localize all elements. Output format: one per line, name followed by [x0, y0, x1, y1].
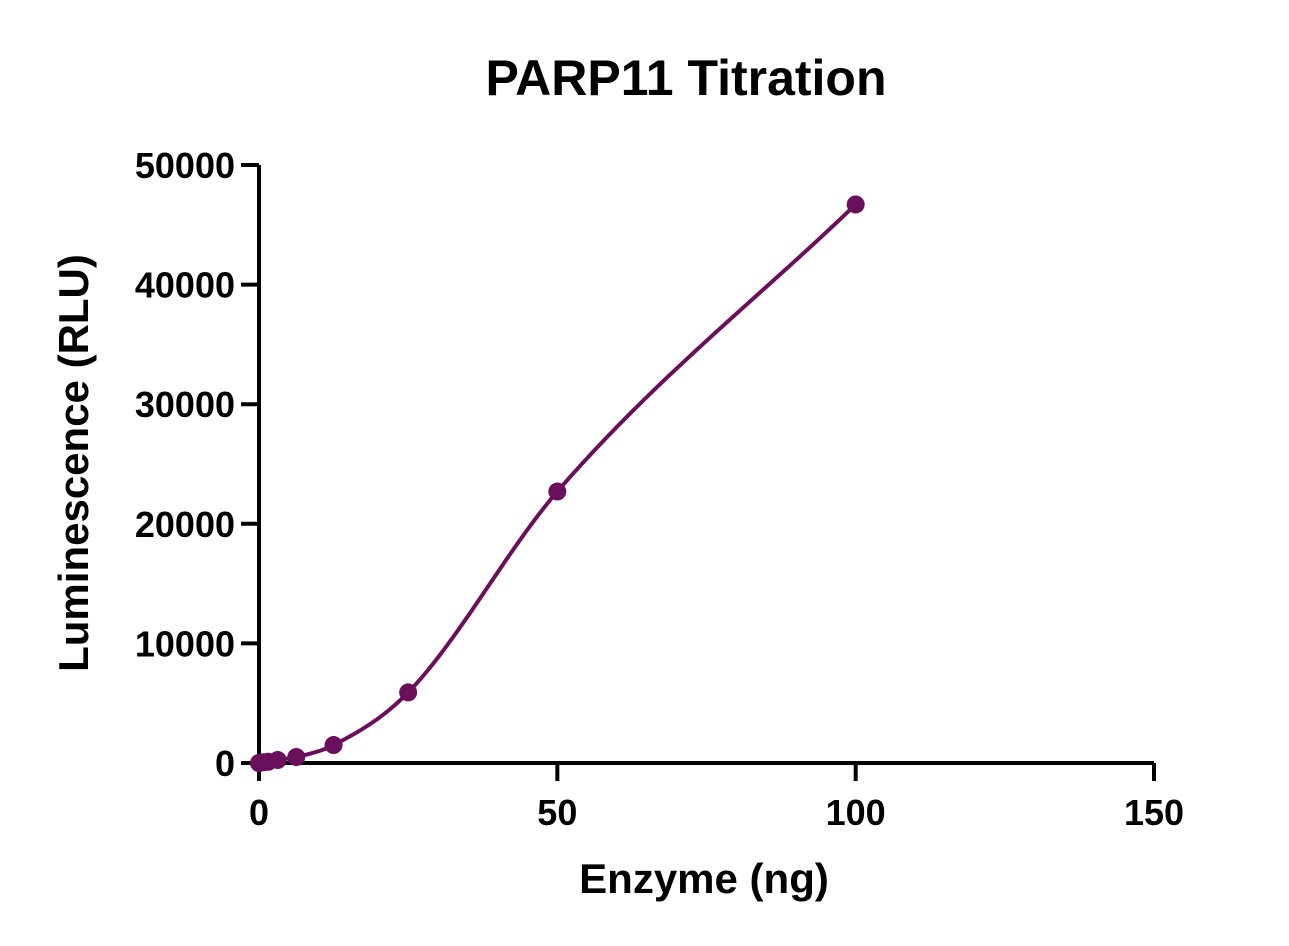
x-tick-label: 50: [537, 792, 577, 833]
y-tick-label: 20000: [135, 504, 235, 545]
x-axis-label: Enzyme (ng): [579, 855, 829, 902]
y-tick-label: 50000: [135, 145, 235, 186]
data-point: [268, 751, 287, 770]
y-axis-label: Luminescence (RLU): [50, 254, 97, 672]
data-point: [548, 482, 567, 501]
y-tick-label: 40000: [135, 265, 235, 306]
y-tick-label: 30000: [135, 384, 235, 425]
x-tick-label: 150: [1124, 792, 1184, 833]
axes: 0 10000 20000 30000 40000 50000 0 50 100 150: [135, 145, 1184, 833]
x-tick-label: 100: [826, 792, 886, 833]
chart-title: PARP11 Titration: [485, 50, 886, 106]
data-point: [287, 748, 306, 767]
data-point: [324, 736, 343, 755]
data-point: [846, 195, 865, 214]
y-tick-label: 0: [215, 743, 235, 784]
data-point: [399, 683, 418, 702]
y-tick-label: 10000: [135, 623, 235, 664]
x-tick-label: 0: [249, 792, 269, 833]
data-points-layer: [250, 195, 865, 772]
